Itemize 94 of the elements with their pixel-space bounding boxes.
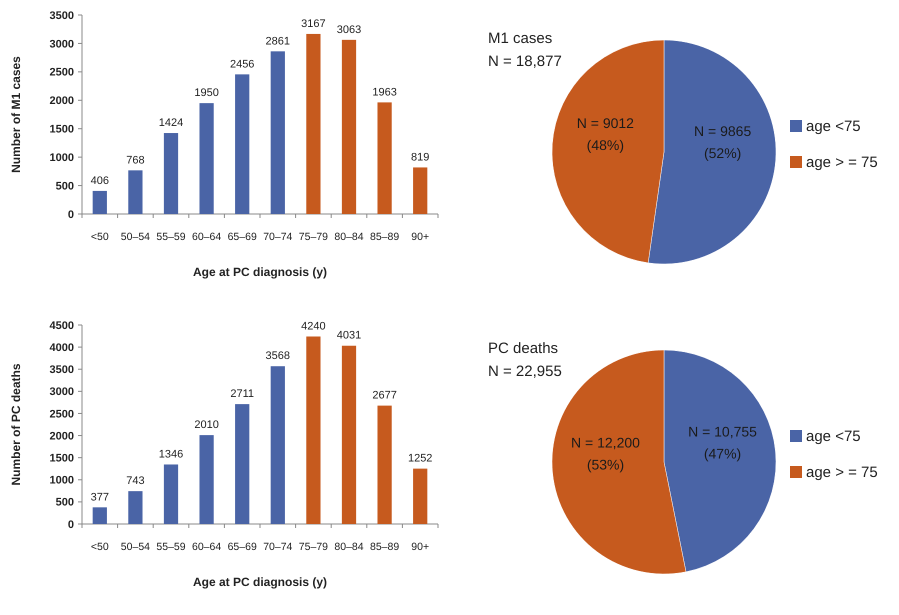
x-tick-label: 70–74 [263,541,293,553]
data-label: 1346 [158,448,184,460]
y-tick-label: 1500 [50,452,74,465]
bar [199,103,214,214]
y-tick-label: 500 [56,496,74,509]
y-tick-label: 2000 [50,430,74,442]
data-label: 819 [411,151,430,164]
x-tick-label: <50 [90,231,109,243]
data-label: 2456 [230,58,254,70]
bar [270,366,285,524]
bar [128,491,143,524]
data-label: N = 10,755 (47%) [688,423,758,462]
data-label: 2711 [230,388,254,400]
x-tick-label: 55–59 [156,231,186,243]
bar [413,167,428,214]
x-tick-label: 90+ [411,541,430,553]
data-label: 2010 [194,419,219,432]
data-label: 1950 [194,87,219,100]
x-tick-label: 60–64 [192,231,222,243]
legend-label: age > = 75 [806,464,878,481]
data-label: 1963 [372,86,397,98]
y-tick-label: 0 [68,208,74,221]
x-tick-label: 90+ [411,231,430,243]
data-label: 768 [126,154,145,166]
bar [342,346,356,524]
data-label: 1424 [158,117,184,130]
bar [235,404,250,524]
legend-label: age <75 [806,118,861,135]
y-tick-label: 0 [68,518,74,531]
bar [92,190,107,214]
data-label: 377 [90,491,109,504]
x-tick-label: 80–84 [334,541,364,553]
bar [342,40,356,214]
x-tick-label: <50 [90,541,109,553]
bar [199,435,214,524]
y-tick-label: 2500 [50,66,74,79]
legend-label: age > = 75 [806,154,878,171]
y-axis-title: Number of M1 cases [9,56,23,173]
legend-label: age <75 [806,428,861,445]
y-tick-label: 1000 [50,152,74,164]
data-label: 406 [90,174,109,187]
y-tick-label: 1000 [50,474,74,487]
data-label: N = 9865 (52%) [694,122,752,161]
x-tick-label: 65–69 [228,231,257,243]
x-tick-label: 50–54 [120,541,150,553]
x-axis-title: Age at PC diagnosis (y) [192,265,328,279]
data-label: N = 9012 (48%) [576,115,634,154]
x-axis-title: Age at PC diagnosis (y) [192,575,328,589]
x-tick-label: 75–79 [298,541,328,553]
x-tick-label: 60–64 [192,541,222,553]
data-label: 4031 [336,330,362,342]
y-tick-label: 3000 [50,386,74,398]
data-label: 2677 [372,390,397,402]
data-label: 743 [126,475,145,488]
x-tick-label: 65–69 [228,541,257,553]
x-tick-label: 85–89 [370,231,400,243]
y-tick-label: 500 [56,180,74,192]
x-tick-label: 50–54 [120,231,150,243]
data-label: 2861 [266,35,290,48]
data-label: 4240 [301,320,326,332]
bar [306,34,321,214]
data-label: 1252 [408,452,432,465]
x-tick-label: 55–59 [156,541,186,553]
bar [377,102,392,214]
chart-title: M1 cases [488,30,552,47]
bar [128,170,143,214]
x-tick-label: 85–89 [370,541,400,553]
x-tick-label: 75–79 [298,231,328,243]
bar [164,464,178,524]
y-tick-label: 3500 [50,364,74,376]
y-tick-label: 1500 [50,124,74,136]
y-tick-label: 4000 [50,342,74,354]
bar [413,468,428,524]
data-label: 3167 [301,18,326,30]
y-axis-title: Number of PC deaths [9,363,23,486]
chart-title: PC deaths [488,340,558,357]
y-tick-label: 3000 [50,38,74,50]
x-tick-label: 80–84 [334,231,364,243]
bar [92,507,107,524]
y-tick-label: 2500 [50,408,74,420]
data-label: N = 12,200 (53%) [571,434,640,473]
bar [270,51,285,214]
y-tick-label: 4500 [50,320,74,332]
bar [235,74,250,214]
bar [164,133,178,214]
bar [306,336,321,524]
y-tick-label: 2000 [50,95,74,108]
x-tick-label: 70–74 [263,231,293,243]
bar [377,406,392,524]
data-label: 3568 [266,350,290,362]
text: N = 22,955 [488,363,562,380]
y-tick-label: 3500 [50,10,74,22]
text: N = 18,877 [488,53,562,70]
data-label: 3063 [336,24,362,36]
